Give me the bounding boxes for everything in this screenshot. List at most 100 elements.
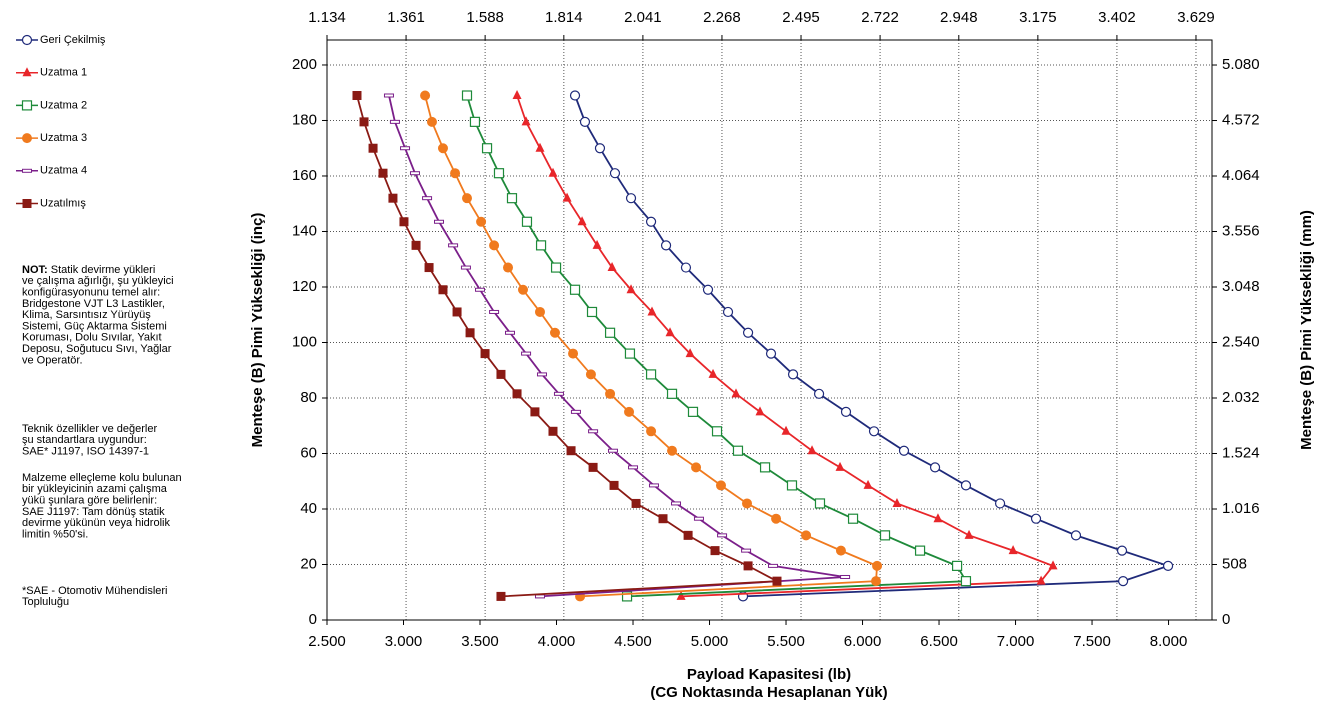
point xyxy=(840,406,852,417)
point xyxy=(476,216,487,227)
point xyxy=(658,514,668,524)
point xyxy=(717,533,728,538)
point xyxy=(771,513,782,524)
x2-tick-label: 2.948 xyxy=(940,9,978,26)
y-tick-label: 160 xyxy=(292,167,317,184)
point xyxy=(645,369,657,380)
y2-tick-label: 4.064 xyxy=(1222,167,1260,184)
point xyxy=(535,240,547,251)
point xyxy=(535,142,545,152)
point xyxy=(666,388,678,399)
note-line: şu standartlara uygundur: xyxy=(22,434,147,446)
note-line: Bridgestone VJT L3 Lastikler, xyxy=(22,298,165,310)
point xyxy=(450,168,461,179)
y-tick-label: 40 xyxy=(300,500,317,517)
point xyxy=(870,576,881,587)
point xyxy=(960,480,972,491)
y2-tick-label: 0 xyxy=(1222,611,1230,628)
point xyxy=(461,90,473,101)
point xyxy=(496,369,506,379)
point xyxy=(422,196,433,201)
point xyxy=(411,240,421,250)
note-line: Klima, Sarsıntısız Yürüyüş xyxy=(22,309,151,321)
point xyxy=(691,462,702,473)
point xyxy=(631,498,641,508)
x-tick-label: 4.000 xyxy=(538,633,576,650)
y-tick-label: 200 xyxy=(292,56,317,73)
note-text: Statik devirme yükleri xyxy=(51,264,156,276)
note-line: Sistemi, Güç Aktarma Sistemi xyxy=(22,320,167,332)
x2-tick-label: 3.175 xyxy=(1019,9,1057,26)
point xyxy=(534,594,545,599)
point xyxy=(424,263,434,273)
point xyxy=(892,497,902,507)
point xyxy=(687,406,699,417)
point xyxy=(732,445,744,456)
y2-tick-label: 2.540 xyxy=(1222,333,1260,350)
point xyxy=(512,90,522,100)
point xyxy=(872,560,883,571)
note-line: ve Operatör. xyxy=(22,354,83,366)
point xyxy=(504,330,515,335)
point xyxy=(368,143,378,153)
point xyxy=(521,116,531,126)
note-line: Deposu, Soğutucu Sıvı, Yağlar xyxy=(22,343,172,355)
y-axis-title: Menteşe (B) Pimi Yüksekliği (inç) xyxy=(249,213,266,448)
point xyxy=(801,530,812,541)
point xyxy=(914,545,926,556)
y-tick-label: 100 xyxy=(292,333,317,350)
point xyxy=(787,369,799,380)
x-tick-label: 2.500 xyxy=(308,633,346,650)
point xyxy=(437,143,448,154)
point xyxy=(660,240,672,251)
point xyxy=(521,351,532,356)
point xyxy=(755,406,765,416)
point xyxy=(868,426,880,437)
point xyxy=(840,574,851,579)
point xyxy=(964,529,974,539)
point xyxy=(879,530,891,541)
point xyxy=(685,348,695,358)
note-line: Malzeme elleçleme kolu bulunan xyxy=(22,472,182,484)
point xyxy=(1070,530,1082,541)
point xyxy=(469,116,481,127)
point xyxy=(847,513,859,524)
point xyxy=(605,388,616,399)
point xyxy=(665,327,675,337)
point xyxy=(1048,560,1058,570)
legend-label: Uzatma 2 xyxy=(40,99,87,111)
point xyxy=(680,262,692,273)
x2-tick-label: 3.402 xyxy=(1098,9,1136,26)
note-line: *SAE - Otomotiv Mühendisleri xyxy=(22,585,168,597)
x2-tick-label: 3.629 xyxy=(1177,9,1215,26)
point xyxy=(1118,576,1129,587)
series-line xyxy=(388,95,846,598)
point xyxy=(452,307,462,317)
point xyxy=(568,348,579,359)
point xyxy=(863,479,873,489)
point xyxy=(426,116,437,127)
y2-axis-title: Menteşe (B) Pimi Yüksekliği (mm) xyxy=(1298,210,1315,450)
y-tick-label: 80 xyxy=(300,389,317,406)
point xyxy=(399,217,409,227)
note-line: ve çalışma ağırlığı, şu yükleyici xyxy=(22,275,174,287)
legend-label: Uzatma 4 xyxy=(40,165,87,177)
point xyxy=(518,284,529,295)
point xyxy=(781,425,791,435)
point xyxy=(400,146,411,151)
point xyxy=(389,119,400,124)
point xyxy=(929,462,941,473)
point xyxy=(493,168,505,179)
point xyxy=(814,498,826,509)
point xyxy=(1036,575,1046,585)
point xyxy=(569,90,581,101)
point xyxy=(609,168,621,179)
point xyxy=(548,167,558,177)
y-tick-label: 180 xyxy=(292,111,317,128)
point xyxy=(553,391,564,396)
point xyxy=(594,143,606,154)
point xyxy=(625,193,637,204)
point xyxy=(480,349,490,359)
point xyxy=(765,348,777,359)
point xyxy=(1116,545,1128,556)
